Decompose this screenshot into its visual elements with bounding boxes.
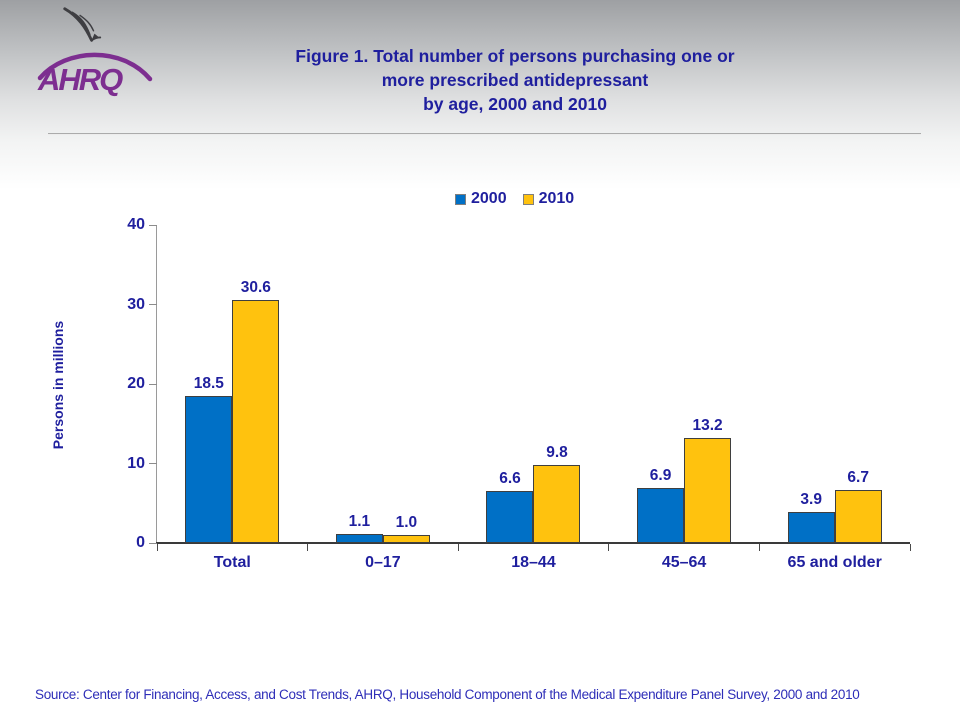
bar-2000: 1.1 [335,513,383,543]
bar-2010: 6.7 [834,469,882,543]
y-tick [149,224,157,226]
y-tick-label: 40 [127,216,145,233]
bar-value-label: 3.9 [800,491,822,508]
y-tick [149,304,157,305]
legend-swatch-2000 [455,193,466,205]
y-tick-label: 30 [127,295,145,313]
legend-swatch-2010 [522,193,534,205]
ahrq-logo-text: AHRQ [38,62,123,97]
y-tick [149,383,157,385]
ahrq-logo: AHRQ [36,46,154,108]
category-label: 0–17 [365,554,401,571]
x-axis-line [156,542,910,544]
y-tick-label: 10 [127,454,145,472]
bar-group: 18.5 30.6 Total [157,225,308,571]
y-tick-label: 20 [127,375,145,392]
bar-2010: 1.0 [382,514,430,543]
bar-value-label: 1.1 [348,513,371,531]
y-tick [149,542,157,544]
y-tick [149,463,157,464]
bar-2000: 3.9 [787,491,835,543]
category-label: Total [213,554,251,571]
y-tick-label: 0 [136,534,145,551]
plot-area: 0 10 20 30 40 18.5 30.6 Total 1.1 1.0 0–17 6.6 9.8 18… [127,216,911,571]
y-axis-title: Persons in millions [50,320,66,450]
legend-item-2000: 2000 [455,190,507,208]
x-tick [457,544,459,551]
legend: 2000 2010 [455,190,574,208]
bar-value-label: 6.7 [847,468,869,486]
bar-value-label: 6.9 [649,467,672,485]
category-label: 18–44 [511,554,556,571]
bar-group: 6.6 9.8 18–44 [458,225,609,571]
x-tick [758,544,760,551]
bar-value-label: 18.5 [193,374,224,392]
x-tick [307,544,309,551]
bar-value-label: 13.2 [692,417,723,435]
bar-2000: 6.9 [637,467,685,543]
bar-group: 6.9 13.2 45–64 [609,225,760,571]
bar-value-label: 6.6 [499,469,521,487]
bar-2010: 30.6 [232,279,280,543]
bar-2010: 9.8 [533,444,581,543]
bar-2000: 18.5 [185,375,233,543]
legend-label-2010: 2010 [538,190,575,207]
legend-label-2000: 2000 [471,190,507,207]
x-tick [608,544,610,551]
bar-group: 3.9 6.7 65 and older [759,225,910,571]
ahrq-logo-arc [37,52,153,82]
x-tick [909,544,911,551]
header-divider [48,133,921,135]
bar-2010: 13.2 [684,417,732,543]
category-label: 45–64 [661,554,707,571]
bar-2000: 6.6 [486,470,534,543]
source-text: Source: Center for Financing, Access, an… [35,687,860,702]
bar-value-label: 9.8 [546,444,568,462]
bar-value-label: 30.6 [240,278,271,296]
legend-item-2010: 2010 [522,190,575,208]
category-label: 65 and older [787,554,882,571]
x-tick [156,544,158,551]
page-title: Figure 1. Total number of persons purcha… [295,46,735,114]
bar-group: 1.1 1.0 0–17 [308,225,459,571]
bar-value-label: 1.0 [395,514,418,532]
hhs-eagle-icon [58,2,106,53]
